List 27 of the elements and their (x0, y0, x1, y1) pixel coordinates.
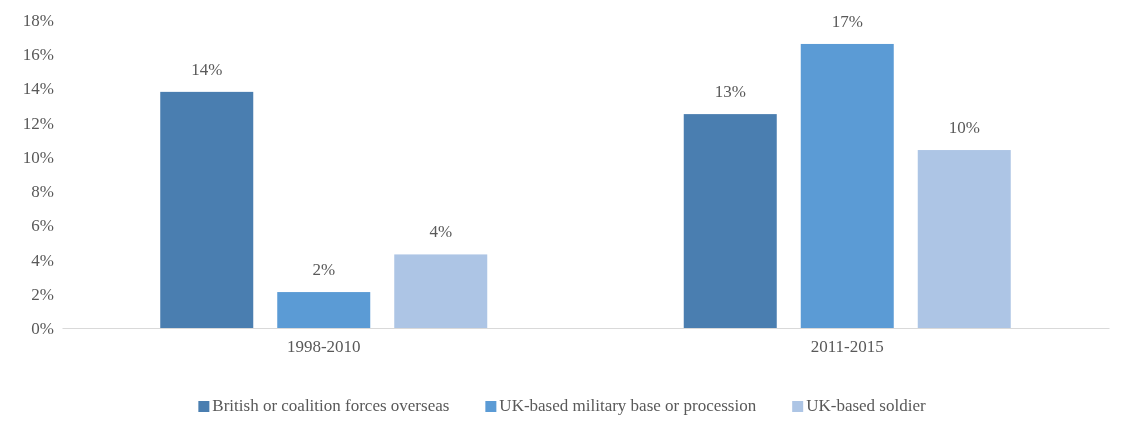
y-tick-label: 16% (22, 45, 54, 65)
bar (394, 254, 488, 328)
data-label: 13% (714, 82, 746, 102)
y-tick-label: 8% (31, 182, 54, 202)
legend-label: UK-based military base or procession (499, 396, 757, 415)
legend-label: British or coalition forces overseas (212, 396, 450, 415)
y-tick-label: 12% (22, 113, 54, 133)
data-label: 4% (429, 222, 453, 242)
x-tick-label: 2011-2015 (810, 337, 884, 357)
data-label: 17% (831, 11, 863, 31)
bar (683, 114, 777, 328)
bar (277, 292, 371, 328)
data-label: 10% (948, 118, 980, 138)
y-tick-label: 2% (31, 284, 54, 304)
data-label: 2% (312, 260, 336, 280)
bar (917, 150, 1011, 328)
bar (160, 91, 254, 328)
data-label: 14% (191, 59, 223, 79)
legend-label: UK-based soldier (806, 396, 926, 415)
x-tick-label: 1998-2010 (286, 337, 361, 357)
y-tick-label: 0% (31, 318, 54, 338)
y-tick-label: 6% (31, 216, 54, 236)
y-tick-label: 18% (22, 10, 54, 30)
y-tick-label: 14% (22, 79, 54, 99)
y-tick-label: 4% (31, 250, 54, 270)
bar (800, 43, 894, 328)
y-tick-label: 10% (22, 147, 54, 167)
